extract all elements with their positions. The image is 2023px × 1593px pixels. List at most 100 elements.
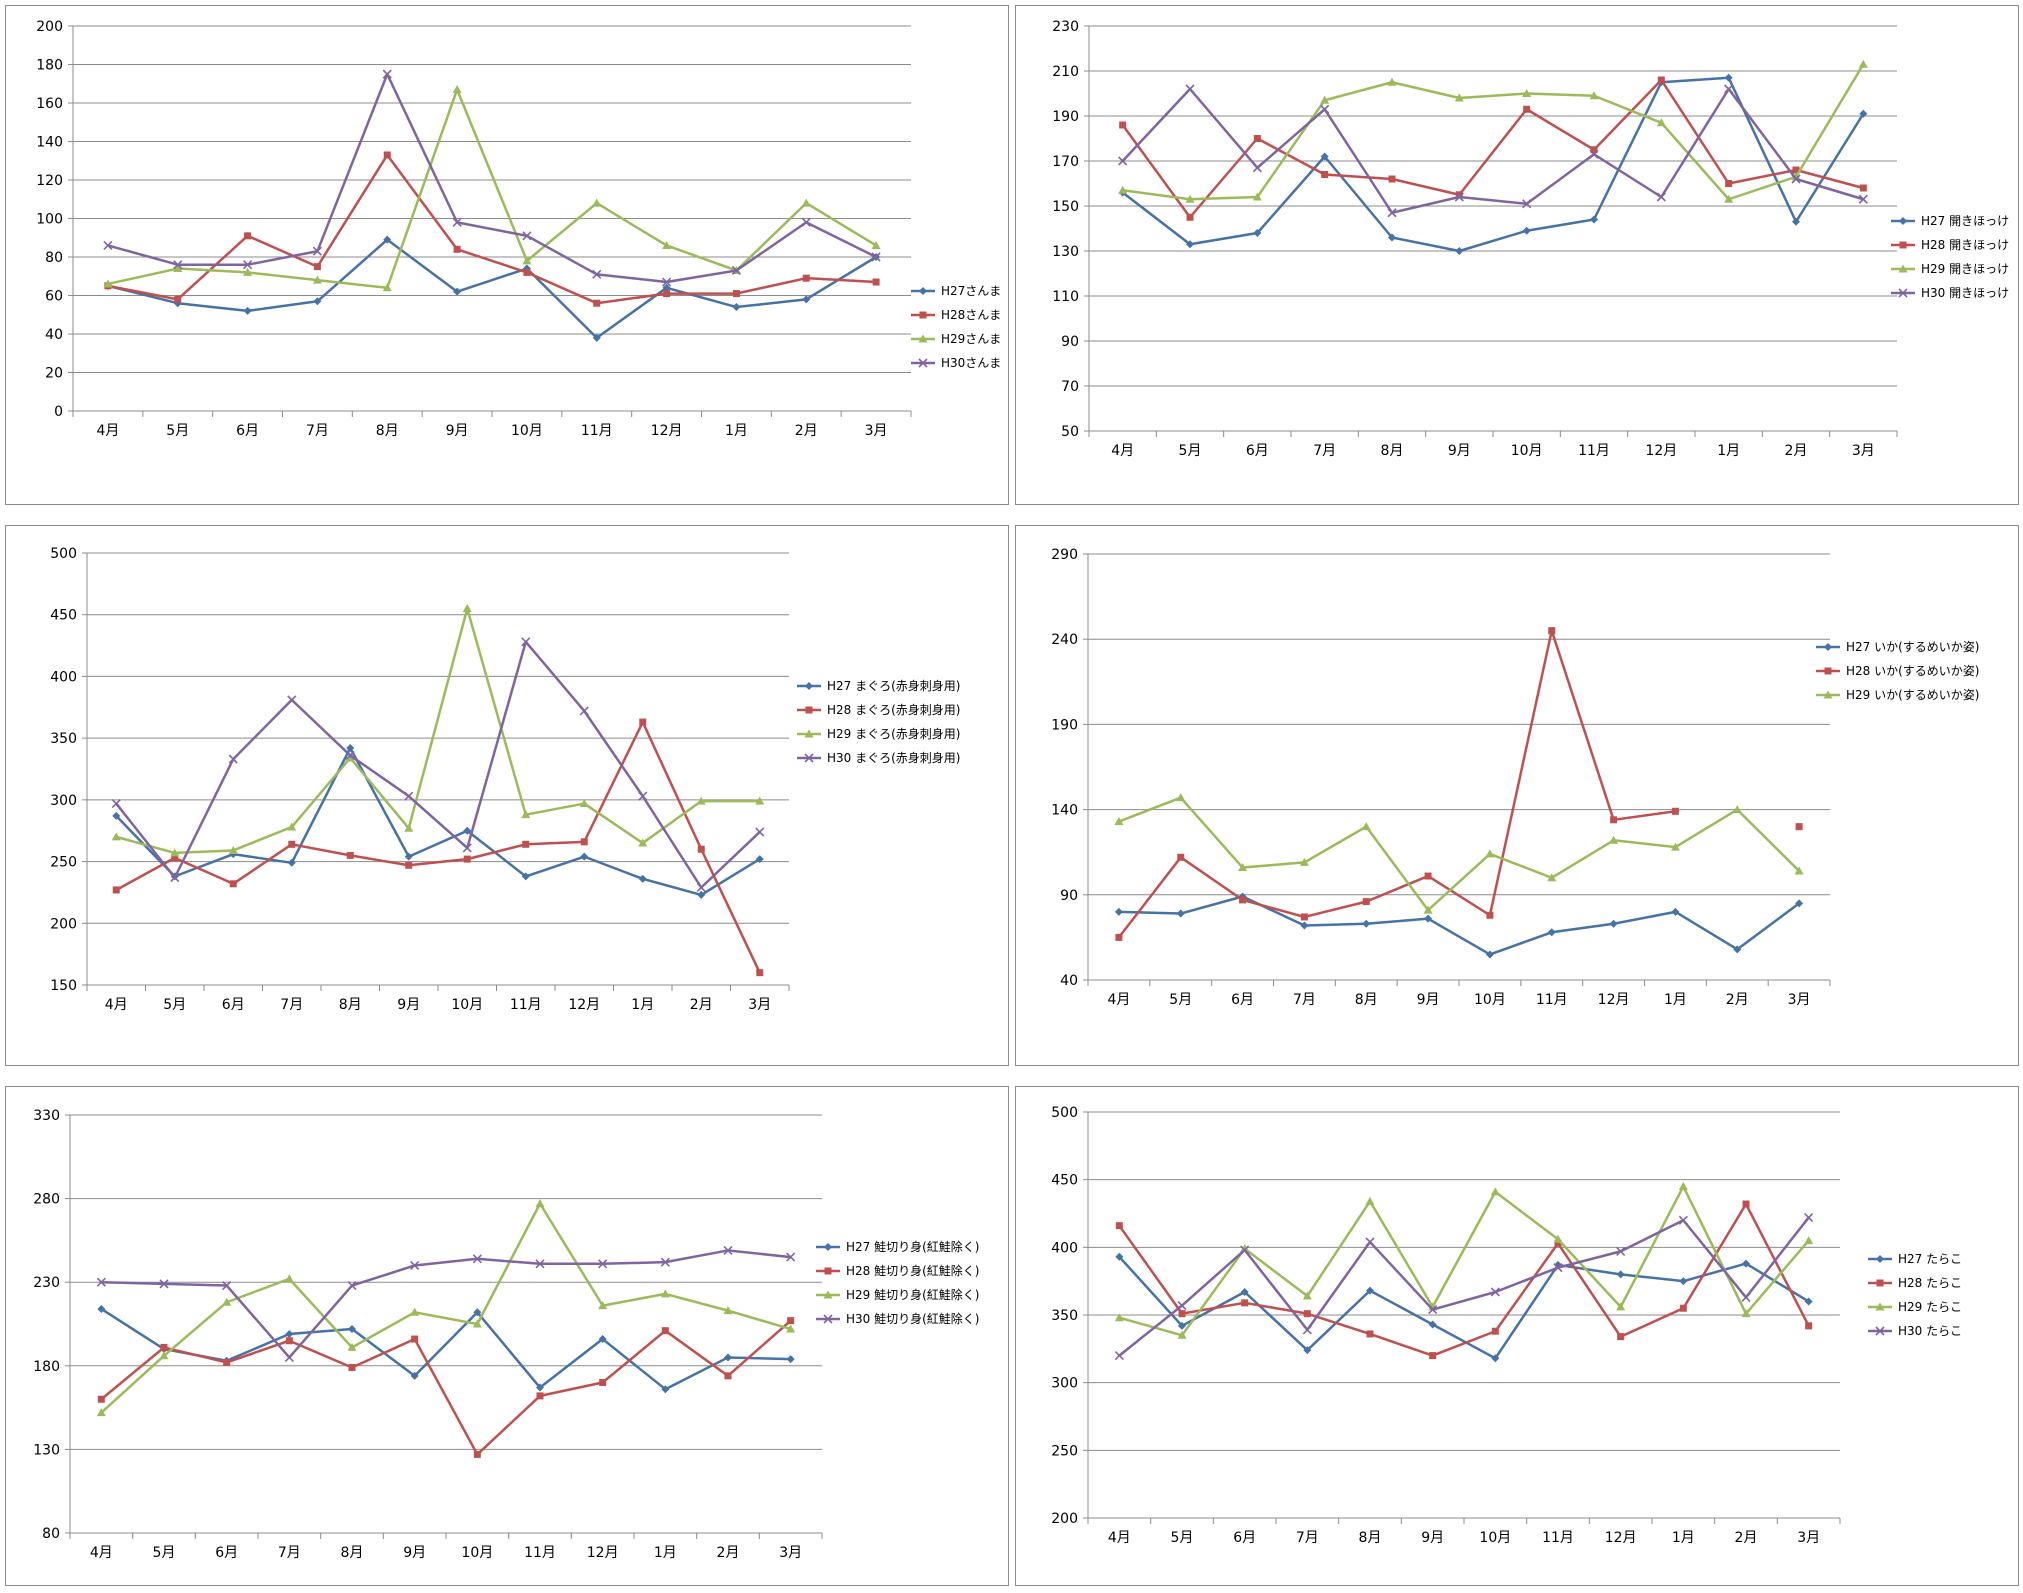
x-tick-label: 10月 [1479,1530,1511,1546]
x-tick-label: 4月 [105,997,128,1013]
series-line [107,88,877,290]
data-point [697,890,706,899]
x-tick-label: 2月 [1735,1530,1758,1546]
x-tick-label: 7月 [1296,1530,1319,1546]
data-point [462,604,472,613]
x-tick-label: 12月 [1598,992,1630,1008]
data-point [724,1372,732,1380]
y-tick-label: 400 [50,669,77,685]
legend-label: H29 鮭切り身(紅鮭除く) [846,1287,979,1302]
legend-marker [824,1243,832,1251]
data-point [1320,104,1330,114]
data-point [284,1274,294,1283]
y-tick-label: 350 [1051,1308,1078,1324]
data-point [171,854,179,862]
data-point [404,852,413,861]
data-point [1679,1304,1687,1312]
data-point [638,874,647,883]
x-tick-label: 12月 [587,1545,619,1561]
legend-marker [1876,1279,1884,1287]
chart-panel-sake: 80 130 180 230 280 330 4月 5月 6月 7月 8月 9月 10月 11月 12月 1月… [5,1086,1009,1586]
legend-label: H30 まぐろ(赤身刺身用) [827,750,960,765]
data-point [786,1355,795,1364]
data-point [1252,192,1262,201]
y-tick-label: 90 [1060,888,1078,904]
data-point [1616,1302,1626,1311]
data-point [723,1245,733,1255]
data-point [405,861,413,869]
series-line [1117,629,1676,939]
series-line [107,238,877,340]
data-point [473,1308,482,1317]
y-tick-label: 140 [36,135,63,151]
chart-sake: 80 130 180 230 280 330 4月 5月 6月 7月 8月 9月 10月 11月 12月 1月… [33,1108,979,1561]
data-point [1114,1313,1124,1322]
data-point [787,1317,795,1325]
y-tick-label: 290 [1051,547,1078,563]
data-point [1253,135,1261,142]
x-tick-label: 10月 [451,997,483,1013]
data-point [287,858,296,867]
x-tick-label: 12月 [651,423,683,439]
series-line [107,153,877,305]
data-point [1804,1212,1814,1223]
data-point [159,1279,169,1289]
series-line [115,607,760,855]
legend-label: H28 まぐろ(赤身刺身用) [827,702,960,717]
x-tick-label: 2月 [690,997,713,1013]
x-tick-label: 2月 [1785,443,1808,459]
series-line [1118,895,1800,956]
data-point [523,268,531,276]
data-point [1185,194,1195,203]
legend-label: H27 まぐろ(赤身刺身用) [827,678,960,693]
data-point [347,1342,357,1351]
data-point [1522,89,1532,97]
data-point [660,1257,670,1267]
chart-panel-tarako: 200 250 300 350 400 450 500 4月 5月 6月 7月 8月 9月 10月 11月 1… [1015,1086,2019,1586]
y-tick-label: 350 [50,731,77,747]
x-tick-label: 6月 [1246,443,1269,459]
legend-marker [1823,690,1833,699]
data-point [638,791,648,801]
y-tick-label: 170 [1052,154,1079,170]
x-tick-label: 3月 [865,423,888,439]
data-point [160,1343,168,1351]
data-point [1455,191,1463,199]
data-point [1724,84,1734,94]
legend-marker [1875,1326,1885,1336]
legend-marker [804,753,814,763]
data-point [1115,933,1123,941]
data-point [1300,913,1308,921]
data-point [1119,121,1127,129]
data-point [592,198,602,207]
data-point [580,852,589,861]
data-point [1253,229,1262,237]
data-point [638,838,648,847]
data-point [383,235,392,244]
data-point [1320,95,1330,104]
series-line [107,72,877,284]
data-point [1114,817,1124,826]
data-point [111,798,121,809]
y-tick-label: 200 [36,19,63,35]
x-tick-label: 1月 [654,1545,677,1561]
data-point [1387,77,1397,86]
data-point [1114,1351,1124,1361]
data-point [521,637,531,647]
legend-marker [1876,1255,1884,1263]
legend-label: H29 いか(するめいか姿) [1846,688,1979,702]
legend-marker [919,287,927,295]
data-point [345,753,355,762]
data-point [1387,208,1397,218]
data-point [410,1307,420,1316]
x-tick-label: 11月 [1578,443,1610,459]
y-tick-label: 200 [50,916,77,932]
legend-label: H29 たらこ [1898,1300,1962,1314]
x-tick-label: 11月 [510,997,542,1013]
data-point [173,264,183,273]
data-point [472,1254,482,1264]
x-tick-label: 4月 [96,423,119,439]
data-point [1617,1333,1625,1341]
legend-label: H30 たらこ [1898,1324,1962,1338]
data-point [1792,217,1800,226]
